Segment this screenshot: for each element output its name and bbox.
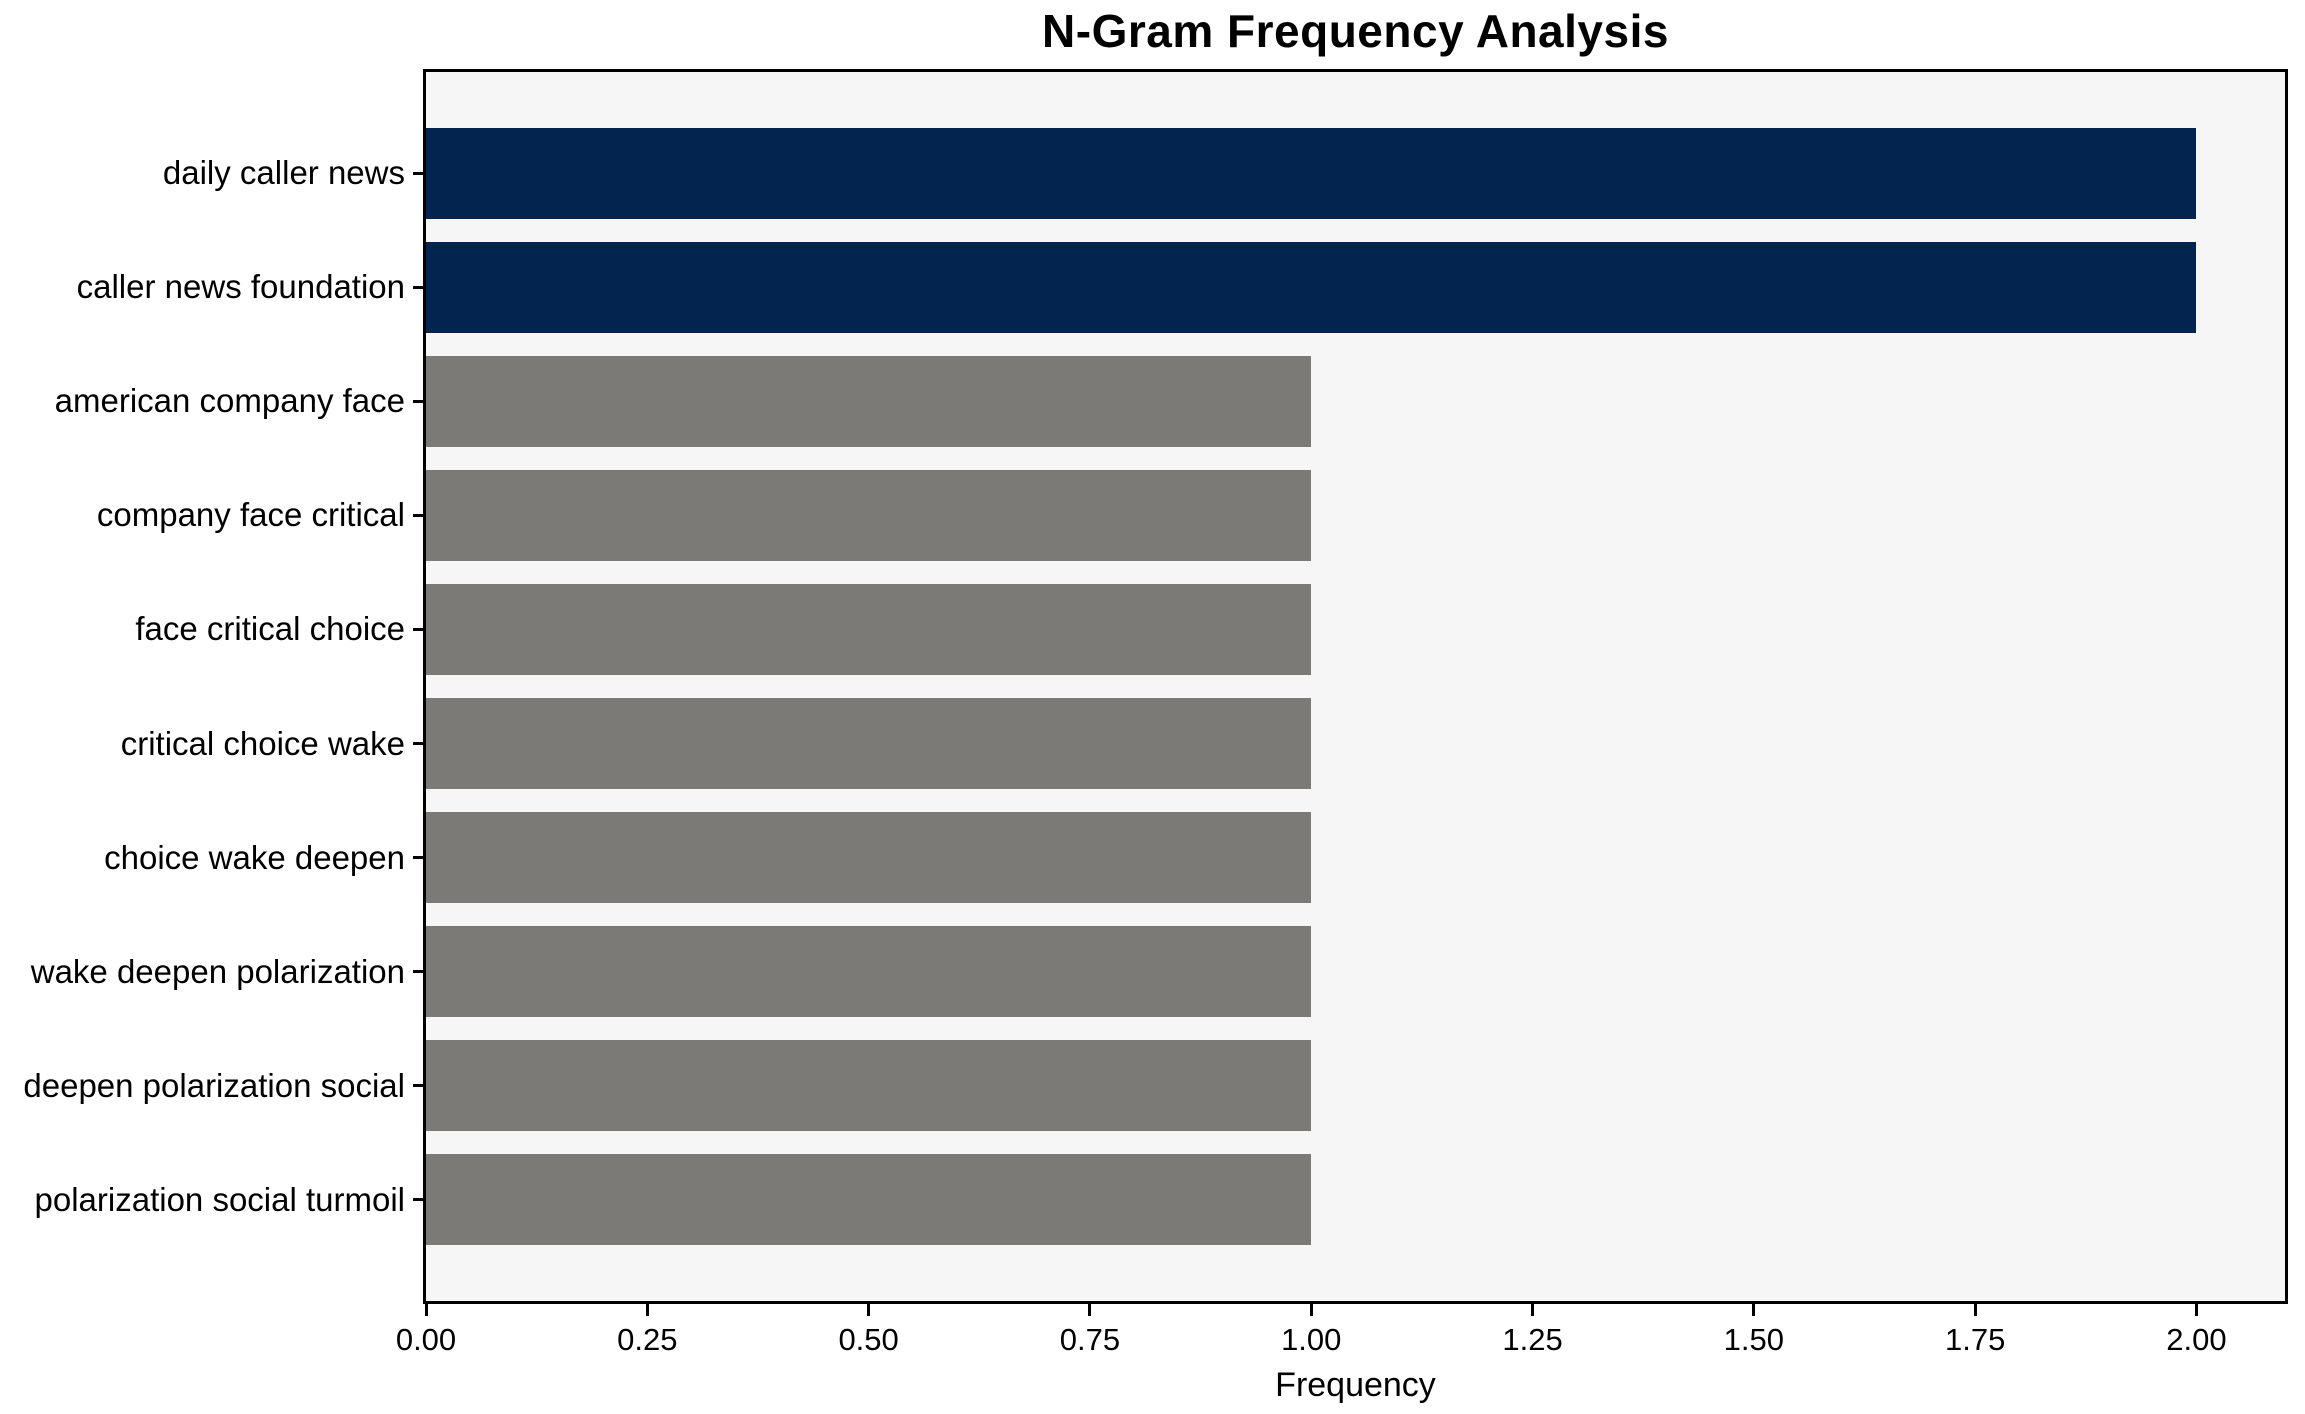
x-tick-mark <box>2194 1302 2198 1316</box>
x-tick-label: 0.25 <box>617 1322 678 1357</box>
bar <box>426 697 1312 790</box>
x-tick-label: 2.00 <box>2166 1322 2227 1357</box>
y-tick-mark <box>413 856 426 859</box>
bar <box>426 811 1312 904</box>
x-tick-mark <box>1752 1302 1756 1316</box>
chart-title: N-Gram Frequency Analysis <box>1042 5 1669 57</box>
y-tick-mark <box>413 399 426 403</box>
y-tick-mark <box>413 627 426 631</box>
x-tick-mark <box>1309 1302 1313 1316</box>
x-tick-mark <box>424 1302 428 1316</box>
y-tick-mark <box>413 742 426 745</box>
y-tick-label: choice wake deepen <box>104 838 405 876</box>
bar <box>426 241 2197 334</box>
x-tick-label: 1.50 <box>1723 1322 1785 1357</box>
y-tick-mark <box>413 171 426 175</box>
bar <box>426 469 1312 562</box>
y-tick-label: critical choice wake <box>120 724 405 762</box>
y-tick-label: deepen polarization social <box>23 1066 405 1104</box>
bar <box>426 583 1312 676</box>
y-tick-mark <box>413 513 426 517</box>
y-tick-label: american company face <box>54 382 405 420</box>
x-tick-mark <box>1088 1302 1092 1316</box>
x-tick-label: 1.25 <box>1502 1322 1563 1357</box>
bar <box>426 925 1312 1018</box>
y-tick-label: face critical choice <box>135 610 405 648</box>
x-tick-label: 1.75 <box>1944 1322 2006 1357</box>
x-tick-mark <box>1531 1302 1535 1316</box>
x-tick-mark <box>1973 1302 1977 1316</box>
y-tick-label: caller news foundation <box>76 268 405 306</box>
bar <box>426 355 1312 448</box>
y-tick-label: daily caller news <box>162 154 405 192</box>
bar <box>426 127 2197 220</box>
x-tick-mark <box>645 1302 649 1316</box>
x-tick-mark <box>867 1302 871 1316</box>
y-tick-mark <box>413 1198 426 1202</box>
y-tick-mark <box>413 1084 426 1088</box>
x-axis-label: Frequency <box>1275 1366 1436 1404</box>
y-tick-label: company face critical <box>96 496 405 534</box>
x-tick-label: 1.00 <box>1281 1322 1342 1357</box>
y-tick-mark <box>413 970 426 974</box>
x-tick-label: 0.00 <box>395 1322 457 1357</box>
y-tick-label: polarization social turmoil <box>34 1180 406 1218</box>
bar <box>426 1039 1312 1132</box>
bar <box>426 1153 1312 1246</box>
x-tick-label: 0.50 <box>838 1322 899 1357</box>
x-tick-label: 0.75 <box>1059 1322 1121 1357</box>
y-tick-label: wake deepen polarization <box>30 952 405 990</box>
y-tick-mark <box>413 285 426 289</box>
